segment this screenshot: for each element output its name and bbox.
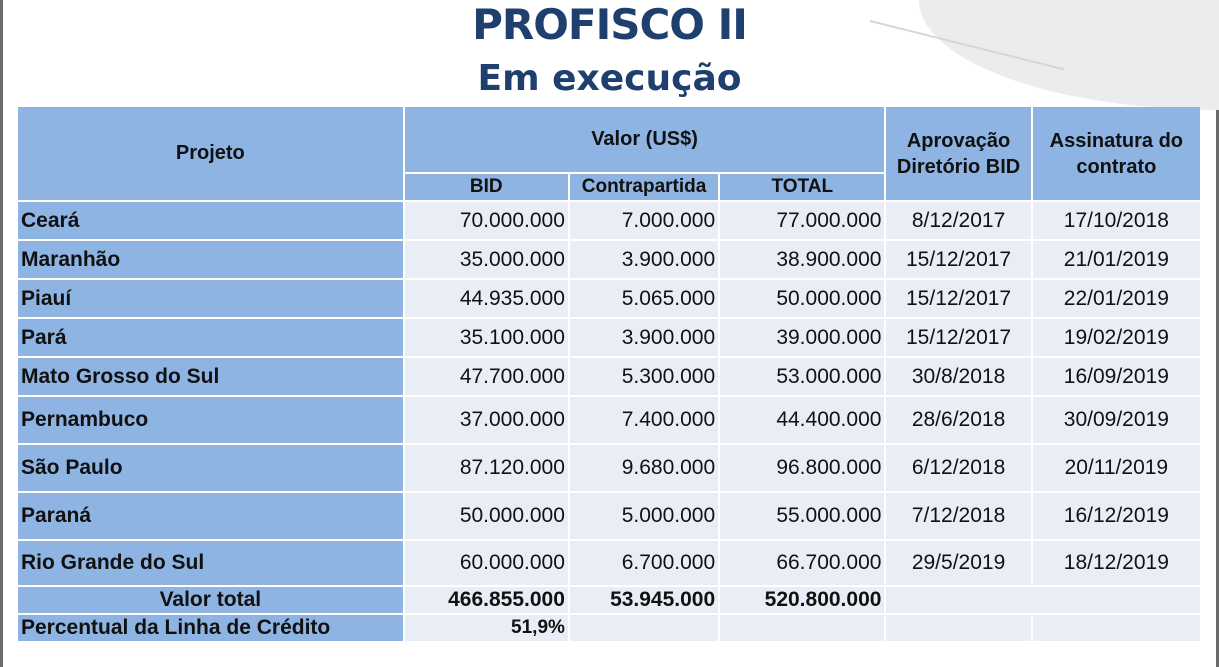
cell-assinatura: 30/09/2019 [1032, 397, 1200, 443]
cell-contrapartida: 5.065.000 [569, 280, 719, 317]
header-projeto: Projeto [18, 107, 403, 200]
header-assinatura: Assinatura do contrato [1032, 107, 1200, 200]
cell-assinatura: 16/12/2019 [1032, 493, 1200, 539]
table-row: São Paulo 87.120.000 9.680.000 96.800.00… [18, 445, 1200, 491]
cell-contrapartida: 3.900.000 [569, 241, 719, 278]
cell-assinatura: 21/01/2019 [1032, 241, 1200, 278]
cell-aprovacao: 30/8/2018 [886, 358, 1031, 395]
slide-subtitle: Em execução [477, 58, 742, 99]
totals-label: Valor total [18, 587, 403, 613]
cell-bid: 47.700.000 [404, 358, 568, 395]
cell-projeto: Ceará [18, 202, 403, 239]
cell-projeto: São Paulo [18, 445, 403, 491]
cell-contrapartida: 6.700.000 [569, 541, 719, 585]
percent-blank [720, 615, 885, 641]
cell-bid: 70.000.000 [404, 202, 568, 239]
cell-bid: 50.000.000 [404, 493, 568, 539]
cell-total: 50.000.000 [720, 280, 885, 317]
cell-bid: 87.120.000 [404, 445, 568, 491]
cell-projeto: Rio Grande do Sul [18, 541, 403, 585]
percent-value: 51,9% [404, 615, 568, 641]
cell-contrapartida: 5.300.000 [569, 358, 719, 395]
cell-aprovacao: 7/12/2018 [886, 493, 1031, 539]
table-row: Rio Grande do Sul 60.000.000 6.700.000 6… [18, 541, 1200, 585]
slide-frame-left [0, 0, 3, 667]
header-total: TOTAL [720, 174, 885, 200]
table-row: Mato Grosso do Sul 47.700.000 5.300.000 … [18, 358, 1200, 395]
cell-aprovacao: 29/5/2019 [886, 541, 1031, 585]
slide-frame-right [1216, 0, 1219, 667]
cell-contrapartida: 7.000.000 [569, 202, 719, 239]
percent-label: Percentual da Linha de Crédito [18, 615, 403, 641]
cell-aprovacao: 15/12/2017 [886, 241, 1031, 278]
percent-blank [886, 615, 1031, 641]
table-row: Paraná 50.000.000 5.000.000 55.000.000 7… [18, 493, 1200, 539]
cell-bid: 35.100.000 [404, 319, 568, 356]
cell-aprovacao: 6/12/2018 [886, 445, 1031, 491]
cell-assinatura: 22/01/2019 [1032, 280, 1200, 317]
cell-assinatura: 17/10/2018 [1032, 202, 1200, 239]
cell-total: 38.900.000 [720, 241, 885, 278]
totals-contrapartida: 53.945.000 [569, 587, 719, 613]
cell-bid: 35.000.000 [404, 241, 568, 278]
cell-contrapartida: 9.680.000 [569, 445, 719, 491]
table-row: Ceará 70.000.000 7.000.000 77.000.000 8/… [18, 202, 1200, 239]
cell-projeto: Maranhão [18, 241, 403, 278]
cell-total: 77.000.000 [720, 202, 885, 239]
percent-blank [1032, 615, 1200, 641]
cell-total: 66.700.000 [720, 541, 885, 585]
header-contrapartida: Contrapartida [569, 174, 719, 200]
header-bid: BID [404, 174, 568, 200]
cell-projeto: Mato Grosso do Sul [18, 358, 403, 395]
cell-projeto: Pará [18, 319, 403, 356]
cell-total: 39.000.000 [720, 319, 885, 356]
cell-aprovacao: 8/12/2017 [886, 202, 1031, 239]
table-row: Pernambuco 37.000.000 7.400.000 44.400.0… [18, 397, 1200, 443]
totals-blank [886, 587, 1200, 613]
header-aprovacao: Aprovação Diretório BID [886, 107, 1031, 200]
cell-aprovacao: 15/12/2017 [886, 280, 1031, 317]
totals-total: 520.800.000 [720, 587, 885, 613]
table-row: Piauí 44.935.000 5.065.000 50.000.000 15… [18, 280, 1200, 317]
totals-row: Valor total 466.855.000 53.945.000 520.8… [18, 587, 1200, 613]
totals-bid: 466.855.000 [404, 587, 568, 613]
cell-total: 53.000.000 [720, 358, 885, 395]
percent-row: Percentual da Linha de Crédito 51,9% [18, 615, 1200, 641]
cell-bid: 37.000.000 [404, 397, 568, 443]
cell-contrapartida: 5.000.000 [569, 493, 719, 539]
cell-total: 44.400.000 [720, 397, 885, 443]
cell-aprovacao: 15/12/2017 [886, 319, 1031, 356]
cell-total: 96.800.000 [720, 445, 885, 491]
cell-aprovacao: 28/6/2018 [886, 397, 1031, 443]
cell-contrapartida: 3.900.000 [569, 319, 719, 356]
cell-bid: 44.935.000 [404, 280, 568, 317]
table-row: Maranhão 35.000.000 3.900.000 38.900.000… [18, 241, 1200, 278]
table-row: Pará 35.100.000 3.900.000 39.000.000 15/… [18, 319, 1200, 356]
cell-total: 55.000.000 [720, 493, 885, 539]
slide-title: PROFISCO II [472, 0, 748, 49]
cell-projeto: Pernambuco [18, 397, 403, 443]
percent-blank [569, 615, 719, 641]
cell-projeto: Paraná [18, 493, 403, 539]
projects-table: Projeto Valor (US$) Aprovação Diretório … [16, 105, 1202, 643]
cell-assinatura: 18/12/2019 [1032, 541, 1200, 585]
cell-projeto: Piauí [18, 280, 403, 317]
cell-assinatura: 19/02/2019 [1032, 319, 1200, 356]
cell-assinatura: 16/09/2019 [1032, 358, 1200, 395]
header-valor: Valor (US$) [404, 107, 885, 172]
cell-bid: 60.000.000 [404, 541, 568, 585]
cell-assinatura: 20/11/2019 [1032, 445, 1200, 491]
cell-contrapartida: 7.400.000 [569, 397, 719, 443]
